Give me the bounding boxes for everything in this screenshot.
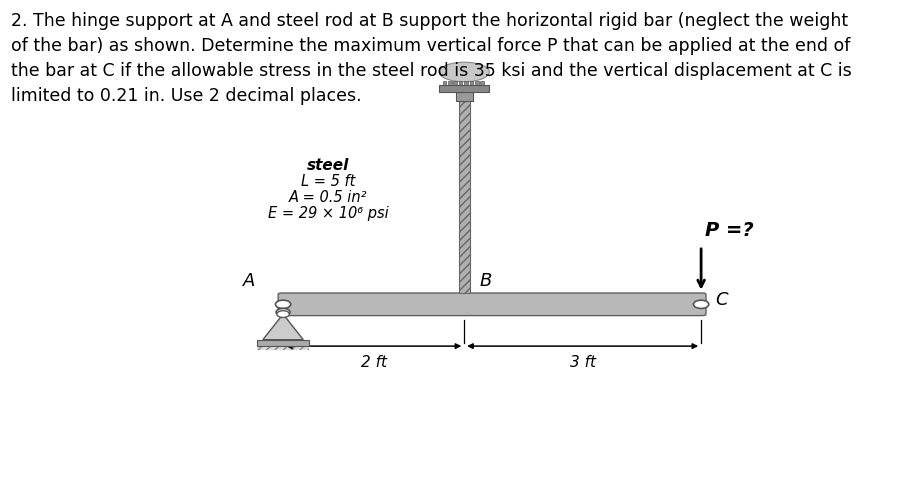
- Text: C: C: [715, 290, 727, 308]
- Bar: [469, 82, 473, 85]
- Bar: [480, 82, 484, 85]
- Bar: [458, 82, 462, 85]
- Bar: [464, 82, 467, 85]
- Bar: [448, 82, 451, 85]
- Text: P =?: P =?: [705, 220, 753, 239]
- Text: steel: steel: [307, 158, 350, 173]
- Circle shape: [693, 301, 708, 309]
- Bar: [257, 346, 309, 350]
- Ellipse shape: [265, 346, 308, 350]
- Bar: [439, 85, 489, 92]
- Text: B: B: [479, 272, 492, 290]
- Bar: [458, 102, 470, 293]
- Text: 3 ft: 3 ft: [570, 355, 596, 369]
- Text: 2. The hinge support at A and steel rod at B support the horizontal rigid bar (n: 2. The hinge support at A and steel rod …: [11, 12, 851, 105]
- Text: E = 29 × 10⁶ psi: E = 29 × 10⁶ psi: [268, 205, 388, 221]
- Text: 2 ft: 2 ft: [360, 355, 387, 369]
- Bar: [442, 82, 446, 85]
- Bar: [257, 340, 309, 346]
- Circle shape: [276, 309, 290, 316]
- Text: L = 5 ft: L = 5 ft: [301, 174, 355, 189]
- Text: A = 0.5 in²: A = 0.5 in²: [289, 190, 368, 204]
- Bar: [453, 82, 457, 85]
- Text: A: A: [244, 272, 256, 290]
- Circle shape: [277, 311, 289, 318]
- Bar: [456, 92, 473, 102]
- Bar: [475, 82, 478, 85]
- Circle shape: [275, 301, 290, 309]
- FancyBboxPatch shape: [278, 293, 706, 316]
- Polygon shape: [263, 314, 303, 340]
- Ellipse shape: [439, 63, 489, 82]
